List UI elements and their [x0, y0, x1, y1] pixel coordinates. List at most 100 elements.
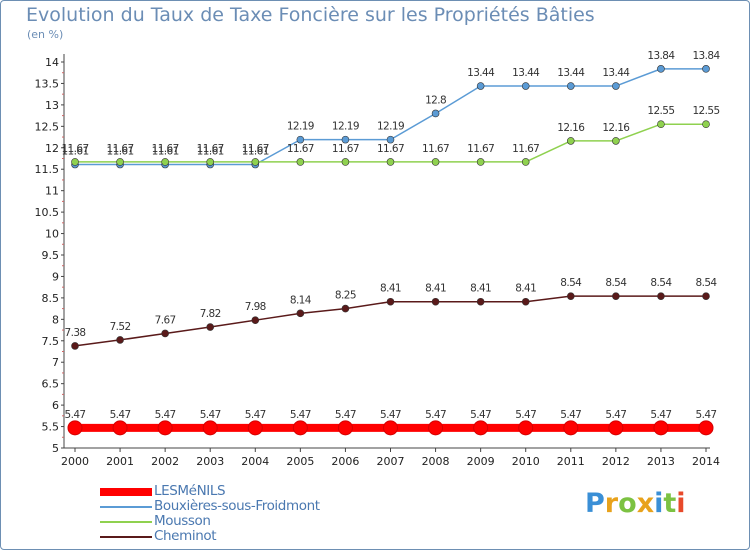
data-label: 11.67 [242, 143, 269, 155]
data-label: 11.67 [512, 143, 539, 155]
data-point [476, 297, 485, 306]
data-label: 8.41 [470, 283, 491, 295]
data-label: 5.47 [155, 409, 176, 421]
data-point [428, 420, 444, 436]
data-label: 8.54 [560, 277, 582, 289]
data-label: 11.61 [107, 146, 134, 158]
data-point [296, 309, 305, 318]
data-point [116, 158, 124, 166]
y-tick-label: 11 [45, 185, 59, 198]
data-point [431, 109, 440, 118]
data-point [476, 82, 485, 90]
x-tick-label: 2000 [61, 455, 89, 468]
data-point [657, 120, 665, 128]
data-point [608, 420, 624, 436]
data-label: 12.55 [647, 105, 674, 117]
data-label: 5.47 [515, 409, 536, 421]
data-label: 12.55 [692, 105, 719, 117]
y-tick-label: 14 [45, 56, 59, 69]
data-point [431, 158, 440, 166]
data-label: 13.44 [512, 67, 540, 79]
data-point [702, 120, 710, 128]
data-point [612, 82, 620, 90]
data-label: 12.16 [557, 122, 585, 134]
data-point [521, 158, 530, 166]
y-tick-label: 6 [52, 399, 59, 412]
data-point [657, 65, 665, 73]
data-point [702, 292, 710, 300]
data-label: 8.41 [380, 283, 401, 295]
data-label: 5.47 [560, 409, 581, 421]
x-tick-label: 2004 [241, 455, 269, 468]
y-tick-label: 5 [52, 442, 59, 455]
data-point [612, 292, 620, 300]
data-label: 11.67 [61, 143, 88, 155]
data-label: 5.47 [110, 409, 131, 421]
data-point [112, 420, 128, 436]
data-label: 5.47 [425, 409, 446, 421]
data-label: 5.47 [696, 409, 717, 421]
data-point [386, 135, 395, 144]
data-point [702, 65, 710, 73]
x-tick-label: 2006 [331, 455, 359, 468]
legend-swatch [100, 506, 152, 508]
data-point [71, 342, 79, 350]
data-label: 11.67 [422, 143, 449, 155]
y-tick-label: 5.5 [42, 421, 60, 434]
data-point [386, 158, 395, 166]
data-point [296, 158, 305, 166]
logo-letter: r [604, 488, 619, 519]
data-label: 5.47 [200, 409, 221, 421]
data-point [206, 158, 215, 166]
x-tick-label: 2009 [467, 455, 495, 468]
data-label: 11.67 [107, 143, 134, 155]
legend-swatch [100, 488, 152, 496]
data-label: 8.41 [425, 283, 446, 295]
x-tick-label: 2012 [602, 455, 630, 468]
logo-letter: t [663, 488, 677, 519]
data-label: 11.61 [242, 146, 269, 158]
y-tick-label: 10.5 [35, 206, 60, 219]
data-point [563, 420, 579, 436]
logo-letter: i [654, 488, 664, 519]
legend-swatch [100, 536, 152, 538]
logo-letter: P [585, 488, 605, 519]
data-point [566, 292, 575, 300]
data-label: 13.44 [467, 67, 495, 79]
data-label: 5.47 [605, 409, 626, 421]
data-label: 8.54 [696, 277, 718, 289]
data-point [521, 297, 530, 306]
data-label: 12.8 [425, 94, 446, 106]
data-point [521, 82, 530, 90]
data-point [161, 329, 169, 338]
x-tick-label: 2010 [512, 455, 540, 468]
data-label: 13.44 [602, 67, 630, 79]
legend-swatch [100, 521, 152, 523]
data-label: 11.61 [152, 146, 179, 158]
data-label: 13.84 [692, 50, 720, 62]
data-point [431, 297, 440, 306]
y-tick-label: 9 [52, 270, 59, 283]
y-tick-label: 8.5 [42, 292, 60, 305]
data-point [341, 135, 350, 144]
data-label: 5.47 [380, 409, 401, 421]
data-label: 11.61 [197, 146, 224, 158]
data-label: 5.47 [290, 409, 311, 421]
x-tick-label: 2013 [647, 455, 675, 468]
x-tick-label: 2014 [692, 455, 720, 468]
data-label: 11.67 [377, 143, 404, 155]
data-point [612, 137, 620, 145]
y-tick-label: 9.5 [42, 249, 60, 262]
logo-letter: i [676, 488, 686, 519]
data-label: 5.47 [335, 409, 356, 421]
y-tick-label: 13 [45, 99, 59, 112]
data-label: 11.61 [61, 146, 88, 158]
data-label: 11.67 [332, 143, 359, 155]
data-point [341, 158, 350, 166]
data-point [386, 297, 395, 306]
data-label: 11.67 [197, 143, 224, 155]
data-label: 12.16 [602, 122, 630, 134]
data-point [296, 135, 305, 144]
proxiti-logo: Proxiti [585, 488, 686, 519]
